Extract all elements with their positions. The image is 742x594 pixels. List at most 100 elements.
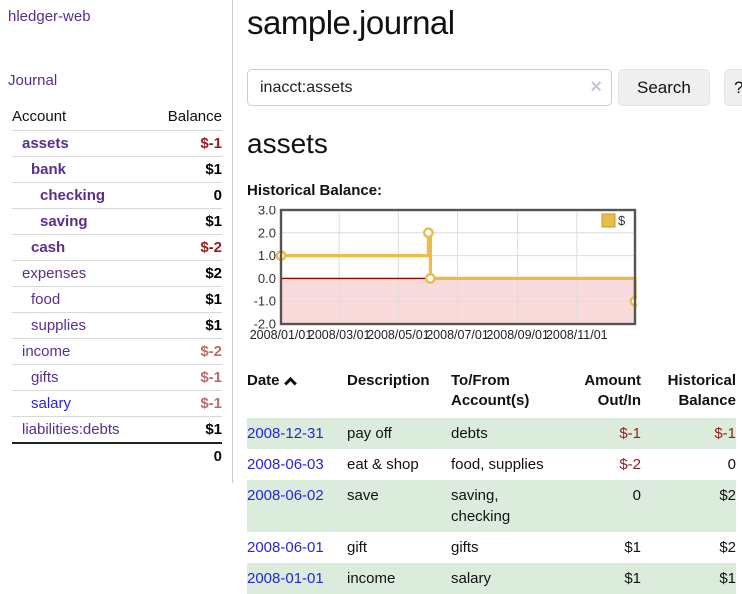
register-body: 2008-12-31 pay off debts $-1 $-1 2008-06-03 ea…	[247, 417, 736, 594]
y-tick-label: 1.0	[258, 248, 276, 263]
transaction-accounts: food, supplies	[451, 455, 544, 473]
transaction-row: 2008-06-02 save saving, checking 0 $2	[247, 479, 736, 532]
transaction-accounts: debts	[451, 424, 488, 442]
transaction-row: 2008-12-31 pay off debts $-1 $-1	[247, 417, 736, 449]
brand-link[interactable]: hledger-web	[8, 8, 91, 25]
account-balance: $-1	[117, 390, 222, 417]
register-col-label: Description	[347, 372, 430, 389]
sidebar: hledger-web Journal Account Balance asse…	[0, 0, 233, 483]
account-row: checking 0	[12, 182, 222, 209]
account-balance: $1	[117, 286, 222, 313]
x-tick-label: 2008/01/01	[250, 328, 313, 342]
account-balance: $1	[117, 416, 222, 443]
account-link[interactable]: saving	[40, 213, 88, 230]
transaction-balance: 0	[727, 455, 736, 473]
account-row: salary $-1	[12, 390, 222, 417]
register-col-label: Balance	[678, 392, 736, 410]
transaction-date-link: 2008-01-01	[247, 563, 347, 594]
account-link[interactable]: assets	[22, 135, 69, 152]
transaction-description: eat & shop	[347, 455, 419, 473]
account-link[interactable]: liabilities:debts	[22, 421, 120, 438]
transaction-amount: $1	[624, 538, 641, 556]
account-row: expenses $2	[12, 260, 222, 287]
transaction-balance: $1	[719, 569, 736, 587]
register-col-label: Amount	[584, 372, 641, 389]
sort-asc-icon[interactable]	[283, 376, 297, 390]
account-link[interactable]: checking	[40, 187, 106, 204]
accounts-total-row: 0	[12, 442, 222, 469]
account-link[interactable]: food	[31, 291, 61, 308]
transaction-description: income	[347, 569, 396, 587]
clear-search-icon[interactable]: ×	[590, 76, 602, 98]
chart-svg: $3.0 2.0 1.0 0.0 -1.0 -2.02008/01/012008/03/0…	[250, 203, 641, 342]
register-col-label: To/From	[451, 372, 510, 389]
transaction-date-link: 2008-06-03	[247, 449, 347, 480]
chart-title: Historical Balance:	[247, 182, 383, 199]
transaction-balance: $2	[719, 486, 736, 504]
search-input[interactable]	[247, 69, 612, 106]
account-row: saving $1	[12, 208, 222, 235]
page-title: sample.journal	[247, 4, 455, 41]
transaction-accounts: salary	[451, 569, 492, 587]
register-col-header: Historical Balance	[641, 369, 736, 418]
account-balance: $1	[117, 156, 222, 183]
y-tick-label: 3.0	[258, 206, 276, 218]
register-table: Date Description To/From Account(s) Amount Ou…	[247, 369, 736, 594]
transaction-date-link: 2008-06-02	[247, 480, 347, 532]
account-row: liabilities:debts $1	[12, 416, 222, 443]
main-content: sample.journal × Search ? assets Histori…	[233, 0, 742, 594]
x-tick-label: 2008/03/01	[308, 328, 371, 342]
account-row: supplies $1	[12, 312, 222, 339]
transaction-accounts: gifts	[451, 538, 479, 556]
transaction-date-link[interactable]: 2008-01-01	[247, 569, 324, 587]
accounts-body: assets $-1 bank $1 checking 0 saving $1 cash $-2 e…	[12, 130, 222, 443]
legend-label: $	[618, 213, 626, 228]
transaction-date-link[interactable]: 2008-12-31	[247, 424, 324, 442]
transaction-row: 2008-06-03 eat & shop food, supplies $-2 0	[247, 449, 736, 480]
transaction-balance: $-1	[714, 424, 736, 442]
search-button[interactable]: Search	[618, 69, 710, 106]
account-link[interactable]: supplies	[31, 317, 87, 334]
account-row: income $-2	[12, 338, 222, 365]
x-tick-label: 2008/05/01	[367, 328, 430, 342]
register-col-label: Account(s)	[451, 392, 530, 410]
transaction-date-link[interactable]: 2008-06-01	[247, 538, 324, 556]
account-link[interactable]: gifts	[31, 369, 59, 386]
transaction-row: 2008-06-01 gift gifts $1 $2	[247, 532, 736, 563]
account-row: gifts $-1	[12, 364, 222, 391]
transaction-date-link[interactable]: 2008-06-02	[247, 486, 324, 504]
sidebar-item-journal[interactable]: Journal	[8, 72, 58, 89]
accounts-col-balance: Balance	[167, 108, 222, 125]
register-col-header[interactable]: Date	[247, 369, 347, 418]
account-link[interactable]: cash	[31, 239, 66, 256]
register-header-row: Date Description To/From Account(s) Amount Ou…	[247, 369, 736, 418]
register-col-header: To/From Account(s)	[451, 369, 563, 418]
accounts-table: Account Balance assets $-1 bank $1 checking 0…	[12, 105, 222, 469]
account-balance: $1	[117, 208, 222, 235]
account-heading: assets	[247, 128, 328, 159]
help-button[interactable]: ?	[723, 69, 742, 106]
account-balance: $-2	[117, 234, 222, 261]
account-row: bank $1	[12, 156, 222, 183]
transaction-accounts: saving, checking	[451, 486, 511, 525]
accounts-col-account: Account	[12, 108, 67, 125]
accounts-total-value: 0	[117, 442, 222, 469]
account-link[interactable]: bank	[31, 161, 67, 178]
account-link[interactable]: salary	[31, 395, 72, 412]
transaction-row: 2008-01-01 income salary $1 $1	[247, 562, 736, 594]
account-balance: $2	[117, 260, 222, 287]
y-tick-label: 0.0	[258, 271, 276, 286]
transaction-amount: $1	[624, 569, 641, 587]
register-col-header: Amount Out/In	[563, 369, 641, 418]
transaction-date-link[interactable]: 2008-06-03	[247, 455, 324, 473]
account-balance: $-1	[117, 364, 222, 391]
y-tick-label: -2.0	[254, 317, 276, 332]
transaction-amount: $-2	[619, 455, 641, 473]
transaction-description: save	[347, 486, 379, 504]
account-link[interactable]: income	[22, 343, 71, 360]
transaction-amount: 0	[632, 486, 641, 504]
account-balance: $-2	[117, 338, 222, 365]
x-tick-label: 2008/07/01	[426, 328, 489, 342]
account-link[interactable]: expenses	[22, 265, 87, 282]
